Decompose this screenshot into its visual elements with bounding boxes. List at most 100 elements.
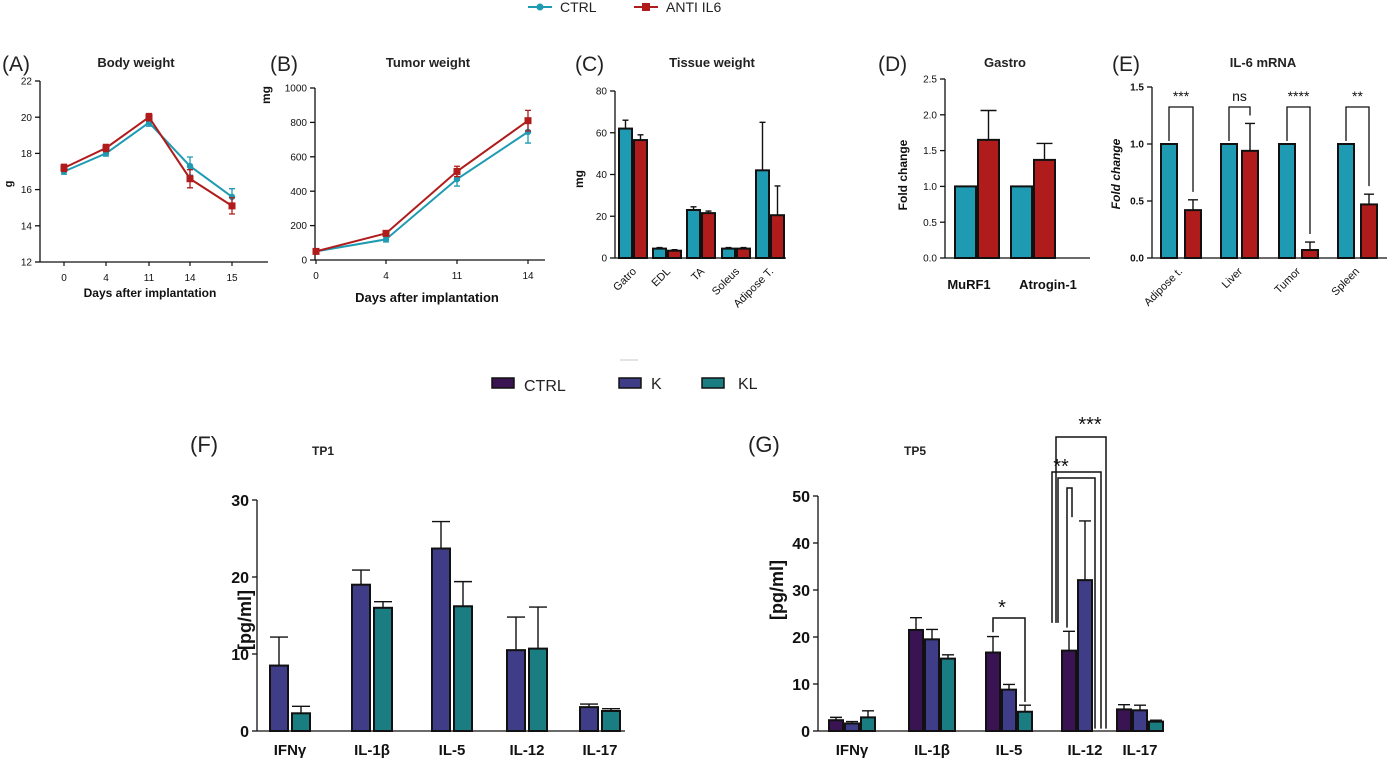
data-point xyxy=(524,128,532,136)
x-tick-label: Liver xyxy=(1220,265,1246,291)
significance-bracket xyxy=(1345,106,1370,187)
bar xyxy=(618,127,633,259)
error-bar xyxy=(774,185,781,216)
bar xyxy=(1220,143,1238,259)
panel-c: (C) Tissue weight mg 0 20 40 60 80 Gatro EDL TA Sol… xyxy=(572,53,786,310)
x-tick-label: IL-12 xyxy=(1067,742,1102,759)
error-bar xyxy=(1305,241,1315,251)
bar xyxy=(506,649,526,733)
panel-title: Gastro xyxy=(984,55,1026,70)
significance-bracket xyxy=(992,617,1026,702)
bar xyxy=(528,647,548,732)
y-tick-label: 0 xyxy=(301,256,307,267)
data-point xyxy=(453,175,461,183)
error-bar xyxy=(352,569,370,585)
x-tick-label: IL-1β xyxy=(354,742,390,759)
bar xyxy=(924,638,940,732)
x-tick-label: IFNγ xyxy=(274,742,307,759)
panel-e: (E) IL-6 mRNA Fold change 0.0 0.5 1.0 1.5 Adipo… xyxy=(1109,53,1387,309)
legend-kl-label: KL xyxy=(738,376,758,393)
significance-label: *** xyxy=(1078,414,1102,436)
data-point xyxy=(382,236,390,243)
bar xyxy=(1148,720,1164,732)
panel-title: Tumor weight xyxy=(386,55,471,70)
error-bar xyxy=(740,246,747,249)
y-tick-label: 200 xyxy=(290,221,307,232)
data-point xyxy=(60,164,68,172)
y-tick-label: 0 xyxy=(801,724,810,741)
y-axis-title: g xyxy=(3,181,15,188)
y-tick-label: 20 xyxy=(231,570,249,587)
x-tick-label: Spleen xyxy=(1329,266,1362,299)
y-axis-title: mg xyxy=(572,170,586,188)
y-tick-label: 0.5 xyxy=(1130,197,1144,208)
bar xyxy=(269,664,289,732)
y-tick-label: 0 xyxy=(240,724,249,741)
x-tick-label: EDL xyxy=(649,266,673,290)
data-point xyxy=(186,175,194,183)
x-axis-title: Days after implantation xyxy=(84,286,217,300)
error-bar xyxy=(622,119,629,129)
y-tick-label: 18 xyxy=(21,149,33,160)
y-tick-label: 20 xyxy=(792,630,810,647)
data-point xyxy=(186,162,194,170)
legend-kl-swatch xyxy=(701,377,725,389)
error-bar xyxy=(705,210,712,214)
top-legend: CTRL ANTI IL6 xyxy=(528,0,721,15)
error-bar xyxy=(846,720,858,724)
x-tick-label: 0 xyxy=(313,271,319,282)
y-tick-label: 30 xyxy=(231,493,249,510)
y-axis-title: [pg/ml] xyxy=(767,560,787,620)
bar xyxy=(652,247,667,259)
legend-ctrl-label: CTRL xyxy=(560,0,597,15)
y-tick-label: 1.0 xyxy=(923,182,937,193)
error-bar xyxy=(432,520,450,549)
significance-label: ns xyxy=(1232,88,1247,104)
significance-bracket xyxy=(1168,106,1194,192)
panel-title: IL-6 mRNA xyxy=(1230,55,1297,70)
y-tick-label: 1.0 xyxy=(1130,140,1144,151)
y-tick-label: 80 xyxy=(596,87,608,98)
y-axis-title: Fold change xyxy=(896,139,910,210)
significance-label: **** xyxy=(1288,88,1310,104)
bar xyxy=(1241,149,1259,259)
bar xyxy=(1360,203,1378,259)
error-bar xyxy=(1118,703,1130,710)
data-point xyxy=(145,113,153,121)
error-bar xyxy=(1019,704,1031,712)
y-tick-label: 0 xyxy=(601,254,607,265)
y-tick-label: 400 xyxy=(290,187,307,198)
error-bar xyxy=(1364,193,1374,205)
y-tick-label: 12 xyxy=(21,258,33,269)
bar xyxy=(291,712,311,732)
bar xyxy=(579,706,599,733)
error-bar xyxy=(690,206,697,210)
x-tick-label: Tumor xyxy=(1272,265,1303,296)
bar xyxy=(1160,143,1178,259)
x-tick-label: MuRF1 xyxy=(947,277,990,292)
panel-label: (D) xyxy=(878,53,907,76)
y-tick-label: 40 xyxy=(596,170,608,181)
significance-label: *** xyxy=(1173,88,1190,104)
legend-f-ctrl-label: CTRL xyxy=(524,378,566,395)
error-bar xyxy=(942,654,954,659)
error-bar xyxy=(1063,630,1075,651)
y-tick-label: 0.0 xyxy=(923,254,937,265)
error-bar xyxy=(529,606,547,649)
x-tick-label: 4 xyxy=(383,271,389,282)
error-bar xyxy=(980,109,997,140)
panel-title: Tissue weight xyxy=(669,55,755,70)
bar xyxy=(908,628,924,733)
bar xyxy=(977,138,1000,259)
significance-bracket xyxy=(1051,471,1102,729)
bar xyxy=(860,716,876,732)
x-tick-label: IL-5 xyxy=(439,742,466,759)
error-bar xyxy=(656,246,663,249)
significance-bracket xyxy=(1228,106,1251,141)
panel-label: (F) xyxy=(190,432,218,457)
y-tick-label: 16 xyxy=(21,185,33,196)
y-tick-label: 2.0 xyxy=(923,110,937,121)
panel-label: (A) xyxy=(2,53,30,76)
panel-label: (C) xyxy=(575,53,604,76)
error-bar xyxy=(926,628,938,640)
